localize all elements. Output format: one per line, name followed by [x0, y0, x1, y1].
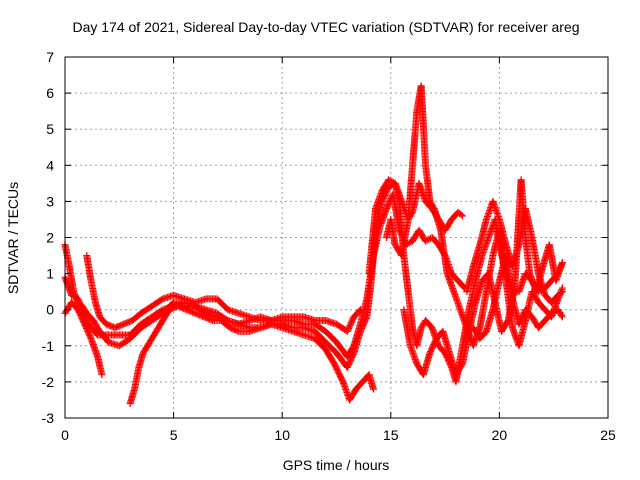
data-point [558, 311, 566, 319]
data-point [356, 306, 364, 314]
data-point [80, 310, 88, 318]
y-tick-label: -2 [42, 374, 55, 390]
data-point [457, 211, 465, 219]
data-point [74, 295, 82, 303]
data-point [80, 309, 88, 317]
data-point [79, 307, 87, 315]
y-tick-label: 5 [46, 121, 54, 137]
y-tick-labels: -3 -2 -1 0 1 2 3 4 5 6 7 [42, 49, 55, 426]
y-tick-label: 4 [46, 157, 54, 173]
data-point [78, 306, 86, 314]
y-axis-label: SDTVAR / TECUs [5, 182, 21, 294]
data-point [75, 298, 83, 306]
data-point [86, 333, 94, 341]
data-point [98, 371, 106, 379]
data-point [558, 313, 566, 321]
y-tick-label: 6 [46, 85, 54, 101]
x-tick-label: 20 [492, 427, 508, 443]
data-point [81, 312, 89, 320]
y-tick-label: -3 [42, 410, 55, 426]
data-point [369, 385, 377, 393]
data-point [77, 301, 85, 309]
data-point [75, 296, 83, 304]
data-point [233, 327, 241, 335]
x-tick-label: 10 [274, 427, 290, 443]
y-tick-label: -1 [42, 338, 55, 354]
x-tick-label: 25 [600, 427, 616, 443]
data-point [558, 259, 566, 267]
data-point [557, 289, 565, 297]
data-point [207, 316, 215, 324]
chart-title: Day 174 of 2021, Sidereal Day-to-day VTE… [72, 19, 579, 35]
data-point [76, 300, 84, 308]
y-tick-label: 1 [46, 266, 54, 282]
y-tick-label: 0 [46, 302, 54, 318]
x-tick-label: 5 [170, 427, 178, 443]
x-tick-label: 0 [61, 427, 69, 443]
data-point [355, 307, 363, 315]
data-point [78, 304, 86, 312]
y-tick-label: 3 [46, 193, 54, 209]
data-point [82, 315, 90, 323]
y-tick-label: 2 [46, 230, 54, 246]
data-point [458, 212, 466, 220]
axis-ticks [64, 56, 609, 419]
x-tick-labels: 0 5 10 15 20 25 [61, 427, 616, 443]
data-point [81, 313, 89, 321]
y-tick-label: 7 [46, 49, 54, 65]
data-point [77, 303, 85, 311]
x-axis-label: GPS time / hours [283, 457, 390, 473]
x-tick-label: 15 [383, 427, 399, 443]
data-point [558, 288, 566, 296]
data-points [61, 82, 566, 408]
